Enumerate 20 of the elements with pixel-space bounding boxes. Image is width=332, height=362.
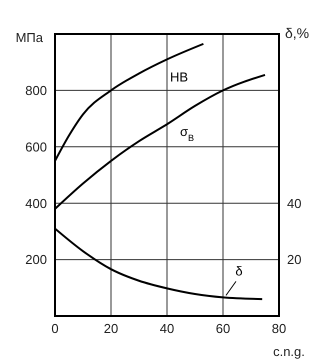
- x-tick-label: 60: [216, 321, 230, 336]
- line-series: [55, 74, 266, 210]
- y-axis-title: МПа: [16, 30, 44, 45]
- y2-tick-label: 40: [287, 196, 302, 211]
- y-tick-label: 800: [25, 83, 47, 98]
- line-series: [55, 42, 204, 162]
- y-tick-label: 600: [25, 139, 47, 154]
- x-tick-label: 80: [272, 321, 286, 336]
- series-label: HB: [170, 69, 188, 84]
- line-series: [55, 228, 264, 300]
- y-tick-label: 400: [25, 196, 47, 211]
- x-tick-label: 40: [160, 321, 174, 336]
- y2-tick-label: 20: [287, 252, 302, 268]
- x-tick-label: 20: [104, 321, 118, 336]
- series-label: δ: [235, 263, 243, 278]
- series-label: σ$_{B}$: [180, 124, 194, 143]
- x-axis-title: c.n.g.: [273, 344, 305, 359]
- y2-axis-title: δ,%: [285, 25, 310, 41]
- x-tick-label: 0: [51, 321, 59, 336]
- y-tick-label: 200: [25, 252, 47, 268]
